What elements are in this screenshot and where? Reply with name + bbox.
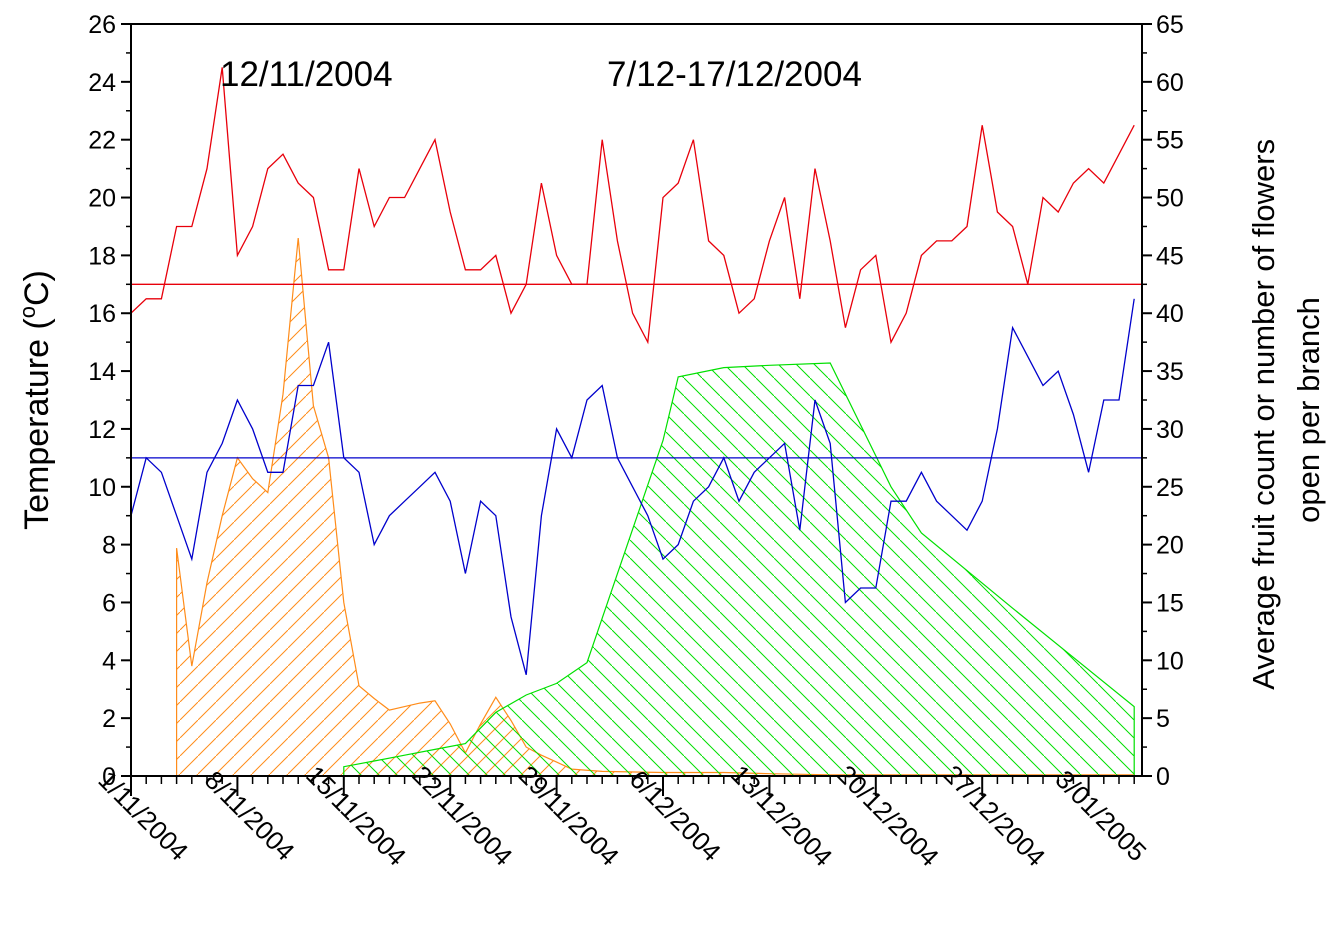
- left-tick-label: 18: [88, 242, 116, 270]
- area-series-layer: [177, 238, 1135, 776]
- x-tick-label: 8/11/2004: [199, 765, 301, 867]
- x-tick-label: 6/12/2004: [624, 764, 727, 867]
- right-tick-label: 35: [1156, 358, 1184, 386]
- left-tick-label: 4: [102, 647, 116, 675]
- right-tick-label: 15: [1156, 589, 1184, 617]
- right-tick-label: 40: [1156, 300, 1184, 328]
- right-tick-label: 60: [1156, 69, 1184, 97]
- right-tick-label: 10: [1156, 647, 1184, 675]
- left-tick-label: 26: [88, 11, 116, 39]
- right-tick-label: 5: [1156, 705, 1170, 733]
- left-tick-label: 22: [88, 127, 116, 155]
- annotation-2: 7/12-17/12/2004: [607, 55, 862, 94]
- left-y-axis-label: Temperature (oC): [15, 270, 56, 530]
- left-tick-label: 12: [88, 416, 116, 444]
- annotation-1: 12/11/2004: [220, 55, 393, 94]
- left-tick-label: 14: [88, 358, 116, 386]
- right-tick-label: 50: [1156, 185, 1184, 213]
- x-tick-label: 3/01/2005: [1049, 764, 1152, 867]
- left-tick-label: 24: [88, 69, 116, 97]
- right-y-axis-label: Average fruit count or number of flowers…: [1246, 130, 1326, 689]
- line-series-0: [131, 67, 1134, 342]
- right-y-axis: 0 5 10 15 20 25 30 35 40 45 50 55 60 65: [1142, 11, 1184, 791]
- left-tick-label: 8: [102, 532, 116, 560]
- left-tick-label: 10: [88, 474, 116, 502]
- left-tick-label: 16: [88, 300, 116, 328]
- right-tick-label: 20: [1156, 532, 1184, 560]
- right-tick-label: 25: [1156, 474, 1184, 502]
- right-tick-label: 55: [1156, 127, 1184, 155]
- right-tick-label: 0: [1156, 763, 1170, 791]
- x-tick-label: 1/11/2004: [93, 765, 195, 867]
- right-tick-label: 45: [1156, 242, 1184, 270]
- right-tick-label: 30: [1156, 416, 1184, 444]
- left-tick-label: 6: [102, 589, 116, 617]
- left-tick-label: 2: [102, 705, 116, 733]
- left-tick-label: 20: [88, 185, 116, 213]
- right-tick-label: 65: [1156, 11, 1184, 39]
- area-series-5: [344, 363, 1134, 776]
